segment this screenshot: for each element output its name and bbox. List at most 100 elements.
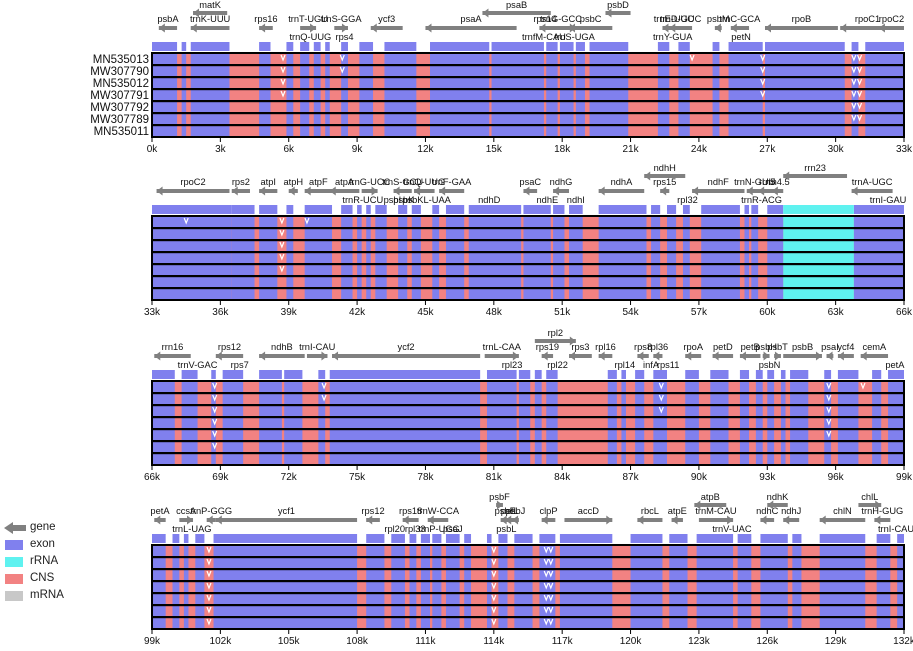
exon-block: [222, 381, 244, 465]
exon-block: [300, 53, 310, 137]
gene-label: psbJ: [506, 506, 526, 516]
exon-annotation: [357, 205, 362, 214]
row-separator: [152, 227, 904, 230]
exon-annotation: [712, 42, 720, 51]
row-separator: [152, 452, 904, 455]
gene-arrow-head: [569, 23, 576, 33]
gene-arrow-head: [637, 515, 644, 525]
gene-arrow-shaft: [860, 354, 889, 358]
exon-annotation: [341, 42, 348, 51]
gene-arrow-shaft: [644, 174, 686, 178]
gene-label: rps7: [231, 360, 249, 370]
gene-label: psbI: [384, 195, 402, 205]
exon-annotation: [284, 370, 303, 379]
gene-label: trnY-GUA: [653, 32, 693, 42]
legend-label-exon: exon: [30, 538, 55, 550]
alignment-gap: [548, 606, 554, 614]
gene-arrow-head: [714, 23, 721, 33]
gene-arrow-shaft: [840, 26, 895, 30]
gene-label: trnS-GCU: [382, 177, 423, 187]
row-separator: [152, 76, 904, 79]
gene-arrow-shaft: [193, 11, 228, 15]
legend: gene exon rRNA CNS mRNA: [2, 520, 82, 605]
exon-annotation: [211, 370, 216, 379]
sequence-label: MW307790: [90, 66, 149, 78]
exon-annotation: [152, 42, 178, 51]
exon-annotation: [553, 205, 565, 214]
gene-label: ndhC: [756, 506, 779, 516]
gene-arrow-shaft: [304, 189, 333, 193]
alignment-gap: [851, 54, 857, 62]
gene-arrow-head: [840, 23, 847, 33]
gene-arrow-shaft: [760, 518, 775, 522]
alignment-gap: [491, 582, 497, 590]
alignment-gap: [689, 54, 695, 62]
legend-exon: exon: [2, 537, 82, 554]
exon-block: [284, 381, 303, 465]
gene-label: psbH: [755, 342, 777, 352]
exon-block: [667, 216, 677, 300]
alignment-gap: [280, 66, 286, 74]
gene-label: cemA: [862, 342, 887, 352]
gene-arrow-shaft: [215, 354, 244, 358]
legend-swatch-rrna: [5, 557, 23, 567]
exon-block: [837, 381, 859, 465]
gene-arrow-head: [414, 186, 421, 196]
alignment-gap: [760, 78, 766, 86]
alignment-gap: [760, 54, 766, 62]
axis-tick-label: 57k: [691, 307, 708, 318]
exon-block: [523, 216, 551, 300]
exon-block: [514, 545, 533, 629]
gene-label: trnP-UGG: [418, 524, 459, 534]
exon-block: [534, 381, 542, 465]
gene-label: trnL-UAG: [172, 524, 211, 534]
gene-arrow-head: [512, 515, 519, 525]
alignment-gap: [491, 606, 497, 614]
exon-annotation: [420, 534, 431, 543]
gene-label: ycf4: [837, 342, 854, 352]
alignment-gap: [543, 582, 549, 590]
gene-label: trnT-UGU: [288, 14, 328, 24]
exon-annotation: [897, 534, 904, 543]
axis-tick-label: 6k: [283, 144, 295, 155]
axis-tick-label: 48k: [486, 307, 503, 318]
alignment-gap: [212, 406, 218, 414]
exon-annotation: [546, 370, 558, 379]
alignment-gap: [826, 394, 832, 402]
exon-annotation: [853, 205, 904, 214]
exon-block: [152, 545, 166, 629]
alignment-gap: [658, 394, 664, 402]
exon-annotation: [432, 205, 440, 214]
axis-tick-label: 33k: [896, 144, 913, 155]
alignment-gap: [826, 418, 832, 426]
axis-tick-label: 45k: [417, 307, 434, 318]
alignment-gap: [212, 382, 218, 390]
exon-block: [213, 545, 358, 629]
gene-arrow-head: [341, 23, 348, 33]
exon-block: [539, 545, 556, 629]
exon-block: [819, 545, 866, 629]
exon-annotation: [837, 370, 859, 379]
gene-label: petL: [501, 506, 519, 516]
axis-tick-label: 42k: [349, 307, 366, 318]
alignment-gap: [548, 582, 554, 590]
exon-block: [498, 545, 508, 629]
alignment-gap: [280, 90, 286, 98]
gene-arrow-shaft: [158, 26, 178, 30]
gene-arrow-shaft: [783, 354, 822, 358]
gene-arrow-head: [154, 515, 161, 525]
alignment-gap: [279, 229, 285, 237]
gene-label: rrn23: [804, 163, 826, 173]
axis-tick-label: 18k: [554, 144, 571, 155]
gene-arrow-shaft: [541, 518, 556, 522]
gene-arrow-shaft: [332, 354, 481, 358]
alignment-gap: [491, 570, 497, 578]
gene-label: ndhH: [654, 163, 676, 173]
gene-arrow-head: [878, 23, 885, 33]
exon-annotation: [286, 42, 294, 51]
alignment-gap: [543, 558, 549, 566]
exon-block: [304, 216, 333, 300]
gene-label: rpl2: [548, 328, 564, 338]
alignment-gap: [543, 570, 549, 578]
exon-block: [286, 216, 294, 300]
